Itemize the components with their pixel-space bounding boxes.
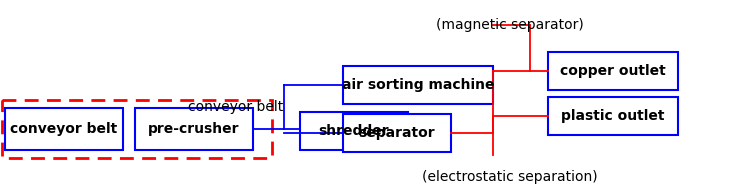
Text: separator: separator — [358, 126, 435, 140]
Bar — [5, 108, 123, 150]
Text: pre-crusher: pre-crusher — [148, 122, 240, 136]
Text: (electrostatic separation): (electrostatic separation) — [422, 170, 598, 184]
Bar — [548, 52, 678, 90]
Text: air sorting machine: air sorting machine — [342, 78, 494, 92]
Bar — [548, 97, 678, 135]
Text: (magnetic separator): (magnetic separator) — [436, 18, 584, 32]
Text: plastic outlet: plastic outlet — [561, 109, 664, 123]
Bar — [2, 100, 272, 158]
Text: copper outlet: copper outlet — [560, 64, 666, 78]
Bar — [300, 112, 408, 150]
Bar — [343, 66, 493, 104]
Text: conveyor belt: conveyor belt — [188, 100, 283, 114]
Bar — [135, 108, 253, 150]
Bar — [343, 114, 451, 152]
Text: conveyor belt: conveyor belt — [10, 122, 118, 136]
Text: shredder: shredder — [319, 124, 389, 138]
